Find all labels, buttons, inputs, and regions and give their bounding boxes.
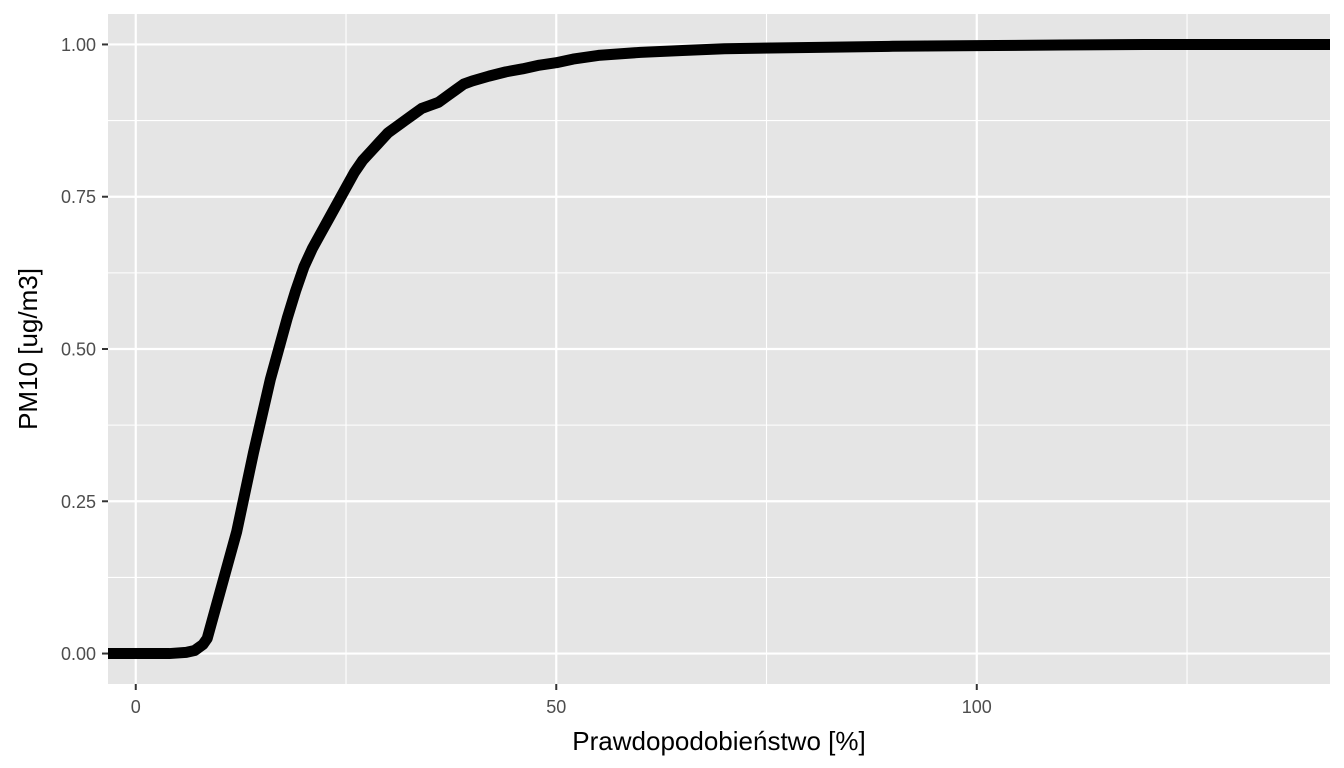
tick-labels: 0 50 100 0.00 0.25 0.50 0.75 1.00 (61, 35, 992, 717)
y-tick-label: 0.50 (61, 340, 96, 360)
y-tick-label: 0.25 (61, 492, 96, 512)
y-tick-label: 0.75 (61, 187, 96, 207)
y-tick-label: 1.00 (61, 35, 96, 55)
x-tick-label: 0 (131, 697, 141, 717)
y-axis-title: PM10 [ug/m3] (13, 268, 43, 430)
y-tick-label: 0.00 (61, 644, 96, 664)
series-line (108, 38, 1330, 660)
x-tick-label: 50 (546, 697, 566, 717)
x-tick-label: 100 (962, 697, 992, 717)
axis-ticks (102, 43, 978, 690)
x-axis-title: Prawdopodobieństwo [%] (572, 726, 865, 756)
